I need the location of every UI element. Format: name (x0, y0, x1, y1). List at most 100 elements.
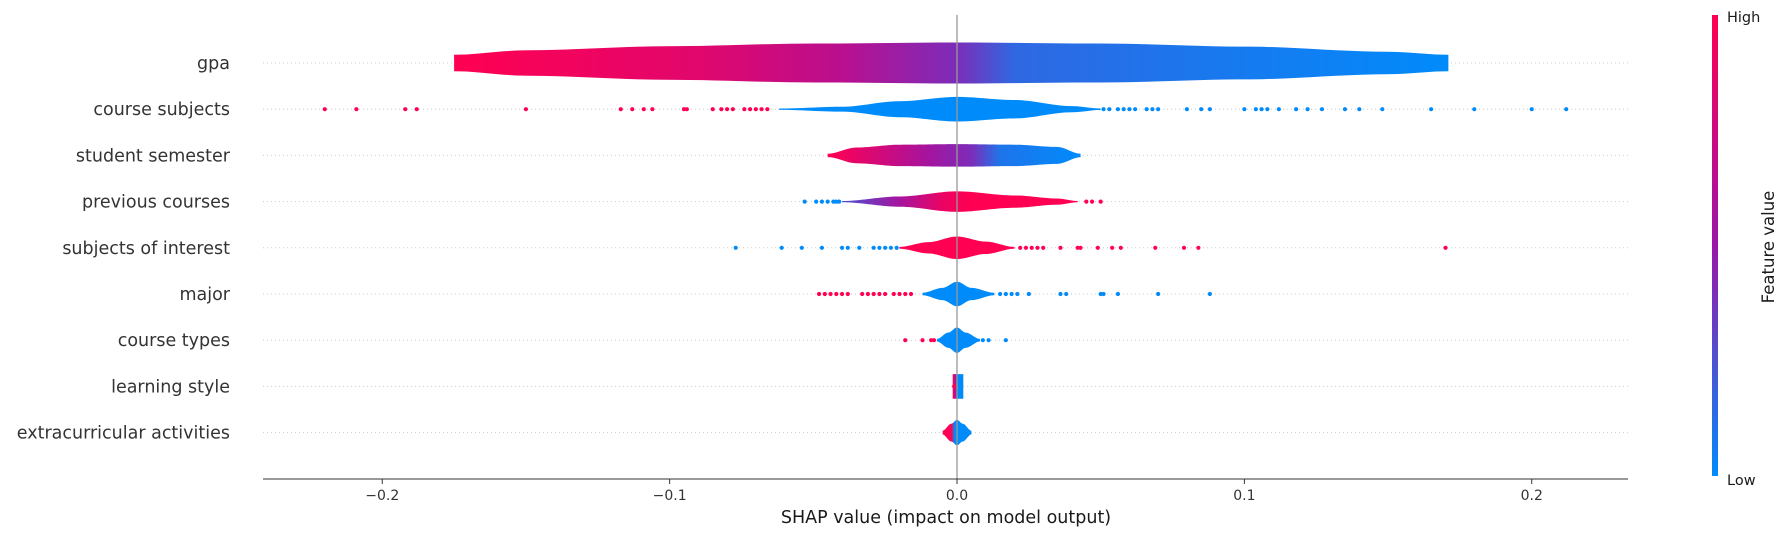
outlier-dot (1098, 291, 1103, 297)
outlier-dot (1101, 107, 1106, 112)
outlier-dot (877, 291, 882, 297)
x-tick-label: −0.2 (365, 488, 399, 504)
feature-label: course types (118, 331, 230, 351)
outlier-dot (1529, 107, 1534, 112)
outlier-dot (845, 245, 850, 250)
outlier-dot (1023, 245, 1029, 250)
x-axis: −0.2 −0.1 0.0 0.1 0.2 (263, 478, 1628, 504)
outlier-dot (523, 107, 529, 112)
violin-major (922, 281, 995, 307)
outlier-dot (1319, 107, 1325, 112)
feature-label: student semester (76, 146, 231, 166)
outlier-dot (1115, 291, 1121, 297)
outlier-dot (834, 199, 839, 204)
feature-label: major (179, 285, 230, 305)
outlier-dot (897, 291, 902, 297)
outlier-dot (1207, 107, 1212, 112)
outlier-dot (931, 338, 937, 343)
colorbar-gradient (1712, 15, 1718, 476)
outlier-dot (837, 199, 842, 204)
outlier-dot (779, 245, 784, 250)
outlier-dot (816, 291, 822, 297)
outlier-dot (998, 291, 1003, 297)
outlier-dot (986, 338, 991, 343)
colorbar-low-label: Low (1727, 473, 1756, 489)
outlier-dot (845, 291, 850, 297)
outlier-dot (1357, 107, 1362, 112)
outlier-dot (1089, 199, 1095, 204)
outlier-dot (730, 107, 735, 112)
outlier-dot (819, 199, 825, 204)
outlier-dot (822, 291, 827, 297)
outlier-dot (871, 291, 876, 297)
outlier-dot (891, 291, 896, 297)
outlier-dot (1101, 291, 1106, 297)
x-axis-title: SHAP value (impact on model output) (781, 508, 1111, 528)
outlier-dot (860, 291, 865, 297)
outlier-dot (1075, 245, 1080, 250)
outlier-dot (1078, 245, 1083, 250)
outlier-dot (871, 245, 876, 250)
colorbar-title: Feature value (1759, 191, 1778, 304)
violin-course-types (936, 327, 980, 353)
outlier-dot (1276, 107, 1281, 112)
outlier-dot (908, 291, 914, 297)
outlier-dot (1026, 291, 1031, 297)
outlier-dot (1380, 107, 1385, 112)
outlier-dot (1156, 107, 1161, 112)
outlier-dot (681, 107, 687, 112)
outlier-dot (834, 291, 839, 297)
outlier-dot (747, 107, 753, 112)
colorbar-high-label: High (1727, 10, 1760, 26)
feature-label: previous courses (82, 193, 230, 213)
outlier-dot (414, 107, 419, 112)
x-tick-label: 0.1 (1233, 488, 1255, 504)
outlier-dot (1207, 291, 1212, 297)
outlier-dot (725, 107, 730, 112)
violin-student-semester (827, 144, 1081, 167)
x-tick-label: 0.0 (946, 488, 968, 504)
outlier-dot (1098, 199, 1103, 204)
outlier-dot (1058, 245, 1063, 250)
outlier-dot (1133, 107, 1138, 112)
outlier-dot (952, 384, 957, 389)
outlier-dot (865, 291, 871, 297)
outlier-dot (1265, 107, 1270, 112)
outlier-dot (650, 107, 655, 112)
outlier-dot (1015, 291, 1020, 297)
outlier-dot (814, 199, 819, 204)
outlier-dot (877, 245, 882, 250)
outlier-dot (825, 199, 830, 204)
feature-label: course subjects (93, 100, 230, 120)
outlier-dot (742, 107, 747, 112)
feature-label: extracurricular activities (17, 424, 230, 444)
outlier-dot (839, 291, 845, 297)
outlier-dot (1121, 107, 1126, 112)
outlier-dot (1041, 245, 1046, 250)
outlier-dot (630, 107, 635, 112)
outlier-dot (403, 107, 408, 112)
outlier-dot (1181, 245, 1187, 250)
outlier-dots-layer (322, 107, 1569, 389)
feature-label: gpa (197, 54, 230, 74)
outlier-dot (1153, 245, 1158, 250)
outlier-dot (857, 245, 862, 250)
violin-learning-style (952, 374, 964, 399)
violin-gpa (454, 42, 1449, 84)
outlier-dot (641, 107, 646, 112)
outlier-dot (1110, 245, 1115, 250)
outlier-dot (1156, 291, 1161, 297)
feature-label: learning style (111, 377, 230, 397)
outlier-dot (903, 338, 908, 343)
outlier-dot (618, 107, 623, 112)
outlier-dot (883, 291, 888, 297)
violin-previous-courses (842, 191, 1078, 212)
outlier-dot (1429, 107, 1434, 112)
outlier-dot (1293, 107, 1299, 112)
outlier-dot (1150, 107, 1155, 112)
outlier-dot (828, 291, 833, 297)
x-tick-label: 0.2 (1521, 488, 1543, 504)
outlier-dot (1305, 107, 1310, 112)
outlier-dot (1118, 245, 1123, 250)
outlier-dot (1564, 107, 1569, 112)
